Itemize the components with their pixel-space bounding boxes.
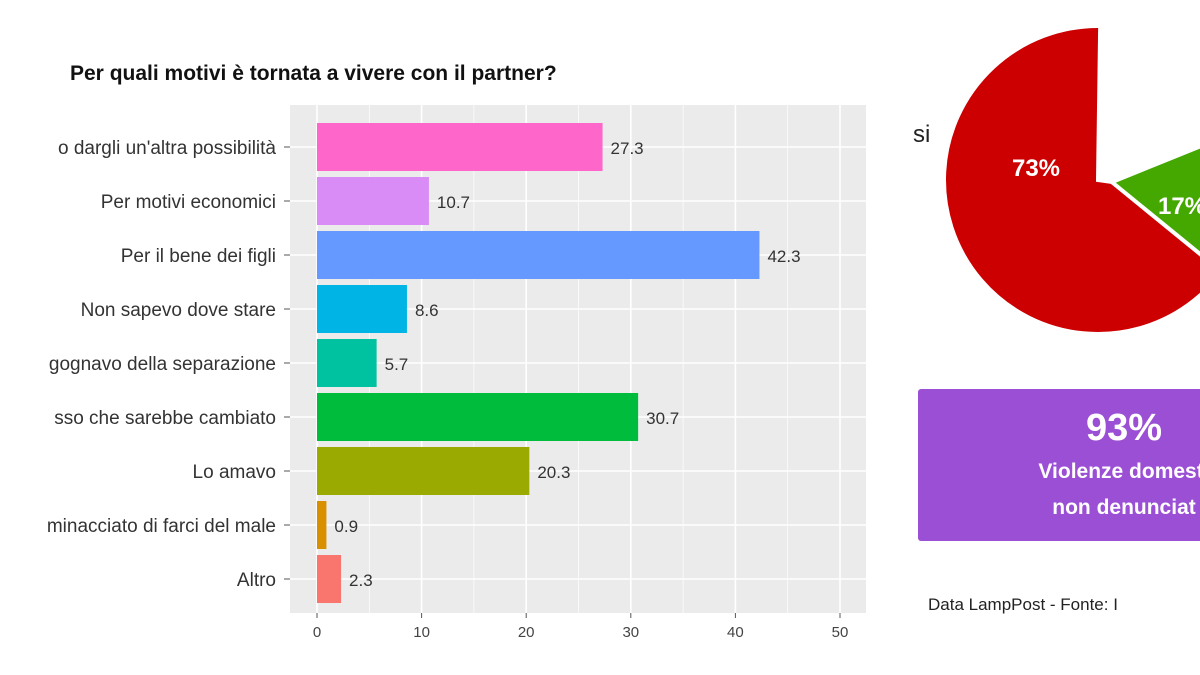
pie-slice-green (1107, 144, 1200, 257)
value-label: 42.3 (767, 247, 800, 266)
x-tick-label: 20 (518, 624, 535, 641)
chart-title: Per quali motivi è tornata a vivere con … (70, 62, 557, 85)
category-label: sso che sarebbe cambiato (54, 408, 276, 429)
category-label: Non sapevo dove stare (81, 300, 276, 321)
x-axis-ticks: 0 10 20 30 40 50 (313, 613, 849, 641)
bar (317, 555, 342, 603)
bar (317, 393, 639, 441)
value-label: 30.7 (646, 409, 679, 428)
badge-percentage: 93% (1086, 407, 1162, 449)
badge-line-1: Violenze domesti (1038, 460, 1200, 483)
pie-side-label: si (913, 121, 930, 148)
pie-label-green: 17% (1158, 193, 1200, 220)
bar (317, 123, 603, 171)
pie-chart: 73% 17% (942, 24, 1200, 336)
bar (317, 501, 327, 549)
category-label: Altro (237, 570, 276, 591)
category-label: Lo amavo (193, 462, 276, 483)
pie-slice-red (942, 24, 1200, 336)
bar (317, 231, 760, 279)
value-label: 2.3 (349, 571, 373, 590)
bars (317, 123, 760, 603)
category-labels: o dargli un'altra possibilità Per motivi … (47, 138, 290, 591)
pie-label-red: 73% (1012, 155, 1060, 182)
bar (317, 339, 377, 387)
x-tick-label: 40 (727, 624, 744, 641)
x-tick-label: 50 (832, 624, 849, 641)
value-label: 20.3 (537, 463, 570, 482)
category-label: o dargli un'altra possibilità (58, 138, 276, 159)
value-label: 8.6 (415, 301, 439, 320)
category-label: Per motivi economici (101, 192, 276, 213)
value-label: 5.7 (385, 355, 409, 374)
value-label: 10.7 (437, 193, 470, 212)
value-label: 27.3 (611, 139, 644, 158)
x-tick-label: 10 (413, 624, 430, 641)
category-label: gognavo della separazione (49, 354, 276, 375)
bar (317, 285, 407, 333)
category-label: minacciato di farci del male (47, 516, 276, 537)
category-label: Per il bene dei figli (121, 246, 276, 267)
badge-box (918, 389, 1200, 541)
source-text: Data LampPost - Fonte: I (928, 595, 1118, 614)
x-tick-label: 0 (313, 624, 321, 641)
x-tick-label: 30 (622, 624, 639, 641)
value-labels: 27.3 10.7 42.3 8.6 5.7 30.7 20.3 0.9 2.3 (334, 139, 800, 590)
badge-line-2: non denunciat (1052, 496, 1196, 519)
bar (317, 177, 429, 225)
value-label: 0.9 (334, 517, 358, 536)
bar (317, 447, 530, 495)
